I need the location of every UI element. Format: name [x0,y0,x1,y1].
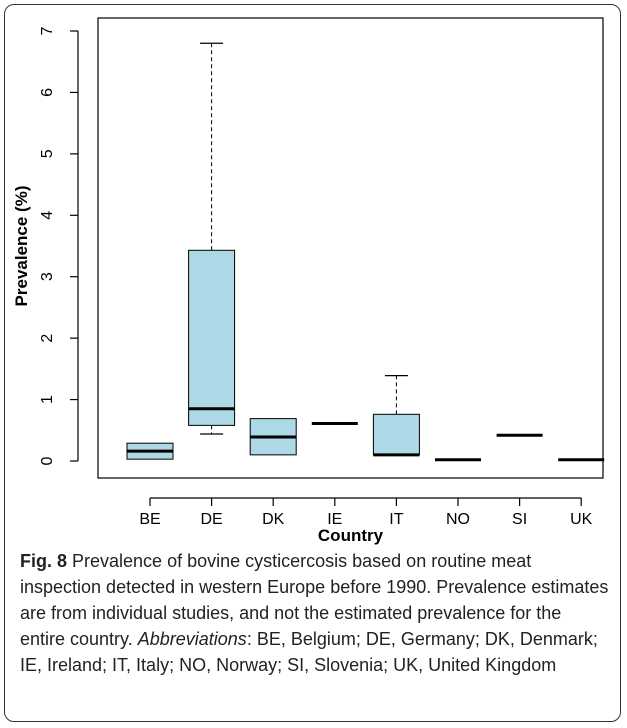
x-axis-label: Country [318,526,384,545]
y-axis-label: Prevalence (%) [12,186,31,307]
y-tick-label: 4 [39,211,56,220]
x-tick-label-ie: IE [327,511,342,528]
x-tick-label-de: DE [200,511,222,528]
x-tick-label-si: SI [512,511,527,528]
y-tick-label: 0 [39,456,56,465]
plot-border [97,17,604,479]
y-tick-label: 2 [39,334,56,343]
figure-label: Fig. 8 [20,551,68,571]
box-de [188,249,236,426]
x-tick-label-be: BE [139,511,160,528]
box-plot: 0 1 2 3 4 5 6 7 BE DE DK IE IT NO SI UK Country Prevalenc… [12,17,605,545]
y-tick-label: 3 [39,272,56,281]
y-tick-label: 6 [39,88,56,97]
box-it [372,413,420,456]
figure-caption: Fig. 8 Prevalence of bovine cysticercosi… [20,548,610,678]
y-tick-label: 7 [39,26,56,35]
x-tick-label-it: IT [389,511,403,528]
figure-frame [4,4,621,722]
y-tick-label: 5 [39,149,56,158]
x-tick-label-uk: UK [570,511,593,528]
x-tick-label-no: NO [446,511,470,528]
abbreviations-text: : BE, Belgium; DE, Germany; DK, Denmark;… [20,629,598,675]
plot-area: 0 1 2 3 4 5 6 7 BE DE DK IE IT NO SI UK Country Prevalenc… [12,17,605,545]
y-tick-label: 1 [39,395,56,404]
abbreviations-label: Abbreviations [137,629,247,649]
x-tick-label-dk: DK [262,511,285,528]
caption-text: Prevalence of bovine cysticercosis based… [20,551,609,649]
